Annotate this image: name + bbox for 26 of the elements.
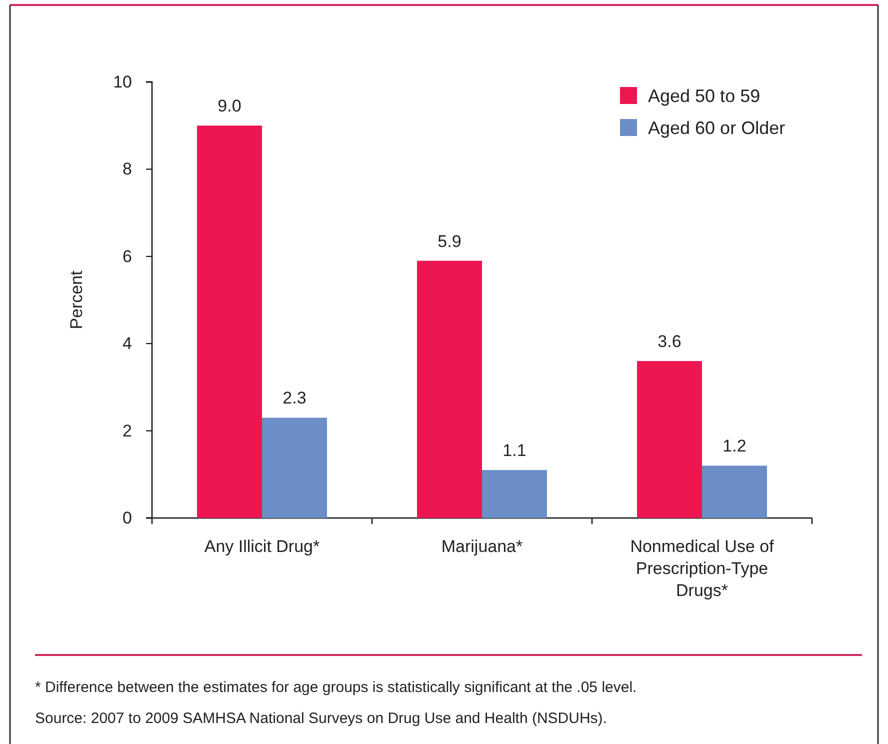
y-tick-label: 8 [122,160,132,179]
bar [262,418,327,518]
data-label: 5.9 [438,232,462,251]
legend-label: Aged 60 or Older [648,118,786,138]
source-note: Source: 2007 to 2009 SAMHSA National Surveys on Drug Use and Health (NSDUHs). [35,710,607,727]
data-label: 3.6 [658,332,682,352]
y-tick-label: 0 [122,508,132,528]
x-tick-label: Nonmedical Use of Prescription-Type Drugs* [630,537,774,600]
x-tick-label: Any Illicit Drug* [204,537,320,556]
bar [197,126,262,518]
y-tick-label: 10 [113,72,132,92]
data-label: 1.1 [502,441,526,460]
bar [637,361,702,518]
y-axis-title: Percent [67,270,86,330]
text: * Difference between the estimates for age groups is statistically significant at the .05 level. [35,679,637,696]
y-tick-label: 2 [122,421,132,440]
data-label: 9.0 [218,96,242,116]
legend-label: Aged 50 to 59 [648,86,760,106]
data-label: 2.3 [282,388,306,408]
data-label: 1.2 [722,436,746,456]
y-tick-label: 4 [122,334,132,354]
x-tick-label: Marijuana* [441,537,524,556]
bar [702,466,767,518]
bar [417,260,482,518]
y-tick-label: 6 [122,246,132,266]
bar [482,470,547,518]
